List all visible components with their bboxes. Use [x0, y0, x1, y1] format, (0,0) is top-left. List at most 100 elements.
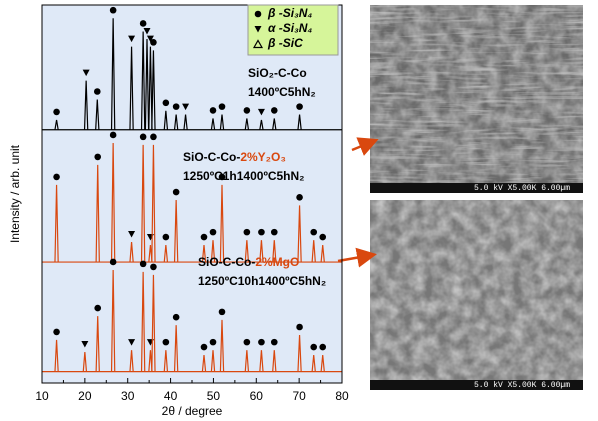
- phase-marker: [218, 308, 226, 316]
- peak: [95, 99, 100, 130]
- x-tick-label: 40: [164, 389, 178, 403]
- phase-marker: [296, 103, 303, 110]
- peak: [148, 46, 153, 130]
- peak: [173, 114, 179, 130]
- peak: [95, 164, 100, 263]
- x-tick-label: 30: [121, 389, 135, 403]
- annotation-part: 1250ºC10h1400ºC5hN₂: [198, 274, 326, 288]
- phase-marker: [53, 328, 60, 336]
- legend-label: α -Si₃N₄: [268, 21, 312, 35]
- phase-marker: [209, 228, 217, 236]
- peak: [54, 184, 59, 263]
- phase-marker: [150, 133, 157, 141]
- annotation-part: SiO-C-Co-: [183, 150, 240, 164]
- peak: [110, 18, 116, 130]
- phase-marker: [162, 99, 170, 107]
- phase-marker: [172, 313, 180, 321]
- peak: [244, 118, 250, 130]
- phase-marker: [109, 6, 117, 14]
- phase-marker: [182, 103, 190, 111]
- annotation: 1400ºC5hN₂: [248, 85, 316, 99]
- peak: [320, 354, 325, 372]
- phase-marker: [93, 88, 101, 95]
- peak: [311, 240, 316, 263]
- phase-marker: [200, 233, 208, 241]
- peak: [173, 325, 179, 372]
- phase-marker: [218, 103, 226, 110]
- peak: [219, 184, 225, 263]
- phase-marker: [172, 188, 180, 196]
- arrow: [337, 247, 377, 268]
- phase-marker: [310, 343, 318, 351]
- phase-marker: [150, 39, 157, 46]
- peak: [163, 244, 169, 263]
- legend-symbol: [252, 39, 264, 49]
- phase-marker: [257, 108, 265, 116]
- peak: [210, 350, 216, 372]
- phase-marker: [128, 231, 136, 238]
- x-tick-label: 20: [78, 389, 92, 403]
- plot-area: [42, 5, 342, 383]
- peak: [272, 350, 277, 372]
- peak: [297, 334, 302, 372]
- phase-marker: [82, 69, 90, 77]
- phase-marker: [296, 194, 303, 201]
- phase-marker: [209, 107, 217, 114]
- peak: [297, 114, 302, 130]
- peak: [144, 39, 150, 130]
- peak: [201, 244, 207, 263]
- legend-box: [247, 4, 339, 56]
- phase-marker: [53, 108, 60, 116]
- image-caption: 5.0 kV X5.00K 6.00µm: [474, 381, 570, 390]
- peak: [129, 46, 134, 130]
- peak: [163, 110, 169, 130]
- phase-marker: [94, 304, 102, 312]
- phase-marker: [146, 35, 154, 43]
- phase-marker: [319, 233, 327, 241]
- annotation: 1250ºC10h1400ºC5hN₂: [198, 274, 326, 288]
- peak: [129, 241, 134, 263]
- phase-marker: [243, 107, 251, 114]
- phase-marker: [139, 133, 147, 141]
- annotation-part: SiO-C-Co-: [198, 255, 255, 269]
- peak: [110, 269, 116, 372]
- peak: [259, 119, 264, 130]
- x-tick-label: 80: [335, 389, 349, 403]
- peak: [95, 316, 100, 372]
- annotation-part: 2%MgO: [255, 255, 299, 269]
- phase-marker: [243, 228, 251, 236]
- peak: [259, 350, 264, 372]
- phase-marker: [53, 173, 60, 181]
- sem-image-1: [370, 5, 583, 193]
- phase-marker: [139, 20, 147, 27]
- peak: [219, 319, 225, 372]
- annotation-part: 1250ºC1h1400ºC5hN₂: [183, 169, 305, 183]
- phase-marker: [258, 338, 265, 346]
- y-axis-label: Intensity / arb. unit: [8, 144, 22, 243]
- x-axis-label: 2θ / degree: [162, 404, 223, 418]
- phase-marker: [81, 341, 89, 348]
- phase-marker: [143, 28, 151, 35]
- phase-marker: [296, 323, 303, 331]
- phase-marker: [209, 338, 217, 346]
- annotation: SiO-C-Co-2%MgO: [198, 255, 299, 269]
- phase-marker: [139, 260, 147, 268]
- phase-marker: [94, 153, 102, 161]
- peak: [54, 339, 59, 372]
- peak: [151, 144, 156, 263]
- peak: [140, 144, 146, 263]
- peak: [201, 354, 207, 372]
- peak: [54, 119, 59, 130]
- peak: [219, 114, 225, 130]
- peak: [210, 118, 216, 130]
- peak: [259, 240, 264, 263]
- sem-image-2: [370, 200, 583, 390]
- phase-marker: [109, 258, 117, 266]
- legend-symbol: [254, 10, 262, 18]
- annotation: SiO-C-Co-2%Y₂O₃: [183, 150, 286, 164]
- x-tick-label: 60: [250, 389, 264, 403]
- peak: [244, 350, 250, 372]
